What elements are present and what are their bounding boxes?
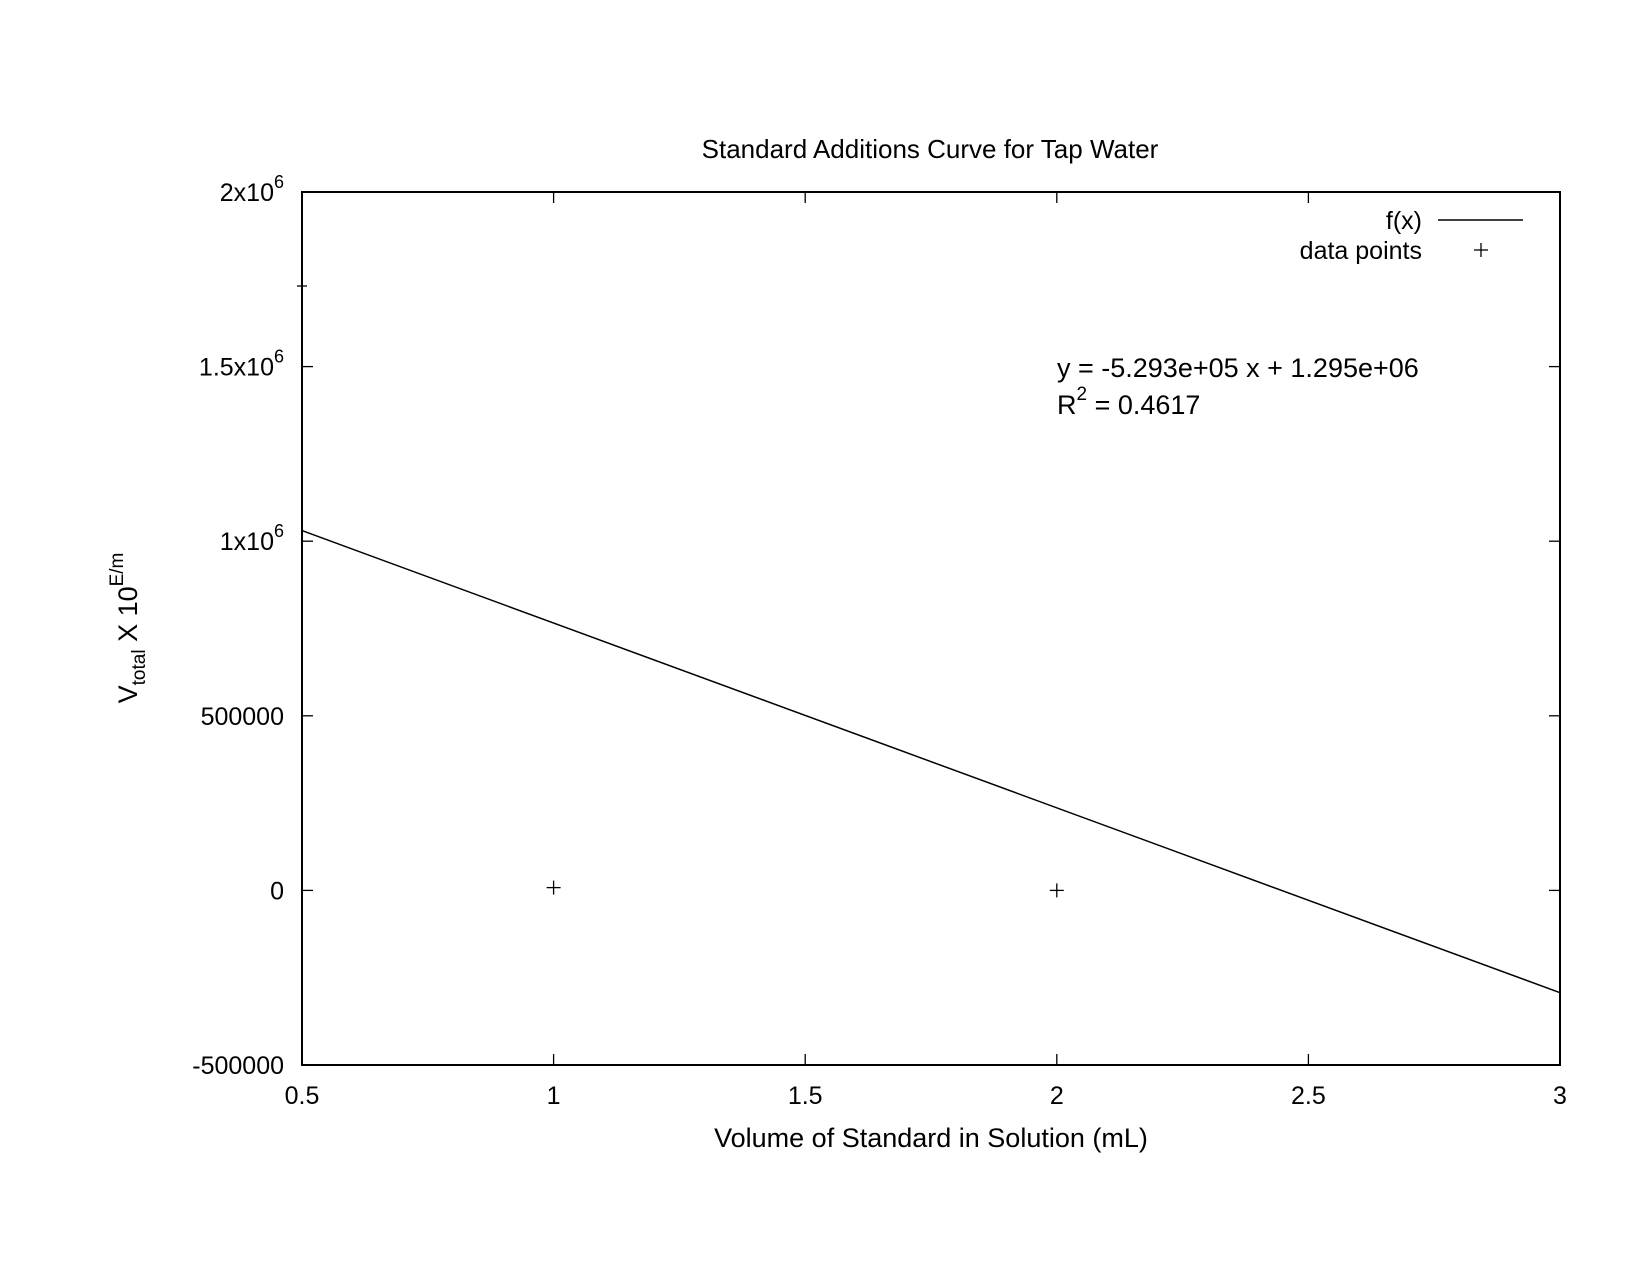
y-tick-label: 2x106 [220, 172, 284, 207]
r2-value: = 0.4617 [1087, 390, 1200, 420]
data-point [546, 880, 561, 895]
y-tick-label: 0 [270, 877, 284, 905]
x-axis-label: Volume of Standard in Solution (mL) [714, 1123, 1148, 1153]
legend: f(x) data points [1300, 207, 1523, 265]
y-axis-label: Vtotal X 10E/m [107, 553, 150, 704]
fit-line [301, 529, 1561, 994]
x-tick-label: 2 [1050, 1082, 1064, 1110]
legend-label-fx: f(x) [1386, 207, 1422, 235]
r2-superscript: 2 [1077, 384, 1088, 405]
y-label-subscript: total [129, 649, 150, 685]
x-tick-label: 1.5 [788, 1082, 823, 1110]
r-squared-annotation: R2 = 0.4617 [1057, 384, 1200, 420]
plot-frame [301, 191, 1561, 1066]
r2-prefix: R [1057, 390, 1077, 420]
y-tick-label: 500000 [201, 703, 284, 731]
y-label-middle: X 10 [113, 586, 143, 649]
legend-label-data-points: data points [1300, 237, 1422, 265]
x-axis-ticks: 0.5 1 1.5 2 2.5 3 [285, 192, 1567, 1110]
x-tick-label: 1 [547, 1082, 561, 1110]
x-tick-label: 0.5 [285, 1082, 320, 1110]
series-layer [301, 529, 1561, 994]
y-label-base: V [113, 685, 143, 703]
y-label-superscript: E/m [107, 553, 128, 587]
legend-marker-data-points [1474, 243, 1488, 257]
y-axis-ticks: -500000 0 500000 1x106 1.5x106 2x106 [192, 172, 1560, 1080]
y-tick-label: -500000 [192, 1052, 284, 1080]
y-tick-label: 1.5x106 [199, 347, 284, 382]
chart-title: Standard Additions Curve for Tap Water [702, 134, 1159, 164]
equation-annotation: y = -5.293e+05 x + 1.295e+06 [1057, 353, 1419, 383]
x-tick-label: 3 [1553, 1082, 1567, 1110]
data-point [1049, 883, 1064, 898]
x-tick-label: 2.5 [1291, 1082, 1326, 1110]
y-tick-label: 1x106 [220, 521, 284, 556]
